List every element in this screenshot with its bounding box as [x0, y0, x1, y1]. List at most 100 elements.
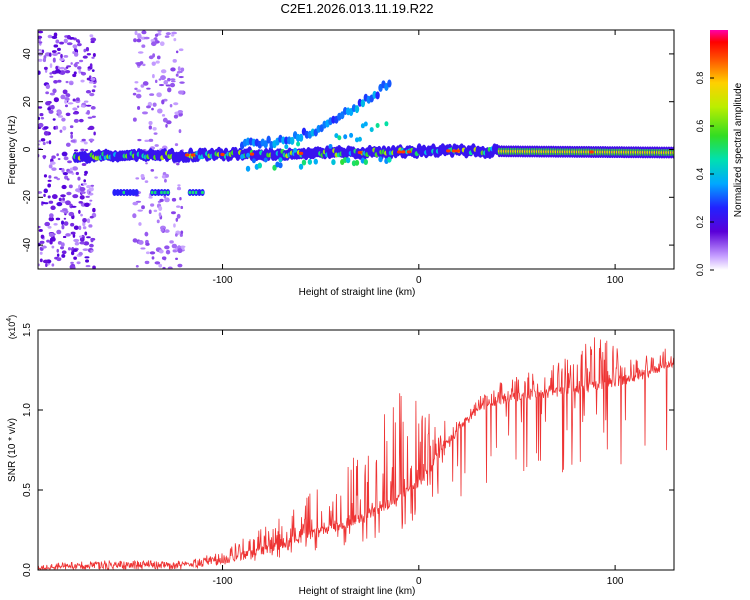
branch-scatter	[369, 127, 374, 133]
noise-speckle	[86, 77, 92, 81]
noise-speckle	[53, 97, 59, 103]
noise-speckle	[169, 104, 173, 108]
noise-speckle	[152, 102, 157, 107]
upper-branch	[387, 79, 392, 88]
noise-speckle	[64, 104, 68, 108]
lower-diverging-branch	[331, 159, 336, 166]
noise-speckle	[38, 140, 42, 143]
noise-speckle	[180, 205, 184, 210]
noise-speckle	[43, 193, 46, 198]
snr-x-label: Height of straight line (km)	[299, 586, 416, 597]
noise-speckle	[65, 112, 71, 117]
y-tick-label: 0.5	[22, 483, 33, 497]
lower-diverging-branch	[278, 162, 283, 169]
noise-speckle	[49, 72, 53, 75]
noise-speckle	[77, 66, 82, 70]
noise-speckle	[72, 44, 78, 49]
noise-speckle	[167, 87, 172, 93]
noise-speckle	[86, 189, 90, 195]
noise-speckle	[134, 81, 139, 84]
noise-speckle	[144, 180, 149, 184]
x-tick-label: -100	[213, 576, 233, 587]
noise-speckle	[178, 129, 182, 134]
noise-speckle	[78, 118, 84, 123]
noise-speckle	[59, 70, 66, 76]
noise-speckle	[177, 90, 184, 95]
noise-speckle	[70, 231, 76, 235]
noise-speckle	[57, 115, 63, 118]
noise-speckle	[62, 208, 68, 211]
noise-speckle	[175, 73, 179, 77]
noise-speckle	[140, 173, 145, 179]
noise-speckle	[60, 242, 65, 247]
branch-scatter	[357, 136, 362, 142]
noise-speckle	[153, 132, 158, 135]
noise-speckle	[84, 202, 90, 208]
noise-speckle	[61, 117, 66, 122]
lower-diverging-branch	[387, 156, 392, 163]
noise-speckle	[48, 200, 54, 204]
upper-branch	[266, 135, 271, 144]
noise-speckle	[49, 161, 56, 165]
noise-speckle	[76, 105, 80, 108]
noise-speckle	[56, 177, 61, 181]
spectrogram-panel: -100 0 100 -40 -20 0 20 40 Height of straight l…	[7, 29, 675, 298]
noise-speckle	[76, 43, 82, 47]
lower-diverging-branch	[313, 158, 318, 165]
svg-text:(x104): (x104)	[6, 315, 17, 339]
noise-speckle	[176, 162, 180, 166]
noise-speckle	[145, 242, 150, 246]
noise-speckle	[93, 131, 96, 136]
noise-speckle	[142, 63, 146, 67]
noise-speckle	[170, 67, 176, 72]
noise-speckle	[52, 118, 56, 121]
noise-speckle	[38, 30, 44, 34]
noise-speckle	[150, 169, 155, 172]
noise-speckle	[165, 84, 171, 87]
noise-speckle	[90, 249, 94, 253]
figure-title: C2E1.2026.013.11.19.R22	[281, 1, 434, 16]
noise-speckle	[63, 156, 69, 161]
noise-speckle	[75, 171, 79, 176]
noise-speckle	[50, 104, 55, 110]
noise-speckle	[169, 240, 174, 244]
noise-speckle	[175, 50, 179, 54]
noise-speckle	[73, 51, 79, 57]
noise-speckle	[154, 144, 159, 147]
noise-speckle	[88, 125, 95, 130]
noise-speckle	[165, 249, 171, 255]
noise-speckle	[77, 40, 81, 44]
noise-speckle	[40, 138, 46, 142]
noise-speckle	[49, 92, 56, 96]
noise-speckle	[93, 85, 97, 88]
noise-speckle	[154, 176, 158, 179]
noise-speckle	[80, 190, 85, 194]
noise-speckle	[70, 139, 76, 143]
branch-scatter	[354, 137, 359, 143]
noise-speckle	[62, 197, 65, 202]
noise-speckle	[78, 209, 81, 214]
colorbar-label: Normalized spectral amplitude	[733, 82, 744, 217]
noise-speckle	[70, 251, 75, 256]
noise-speckle	[56, 248, 59, 253]
noise-speckle	[57, 79, 62, 83]
noise-speckle	[161, 114, 166, 117]
x-tick-label: 100	[607, 576, 624, 587]
snr-multiplier: (x104)	[6, 315, 17, 339]
noise-speckle	[72, 112, 78, 115]
noise-speckle	[70, 131, 73, 135]
noise-speckle	[72, 166, 79, 171]
branch-scatter	[246, 152, 251, 158]
noise-speckle	[67, 160, 72, 164]
noise-speckle	[87, 116, 93, 119]
noise-speckle	[151, 41, 157, 47]
noise-speckle	[138, 222, 142, 226]
noise-speckle	[40, 234, 45, 239]
noise-speckle	[40, 116, 45, 120]
noise-speckle	[47, 34, 53, 39]
noise-speckle	[83, 179, 87, 183]
noise-speckle	[70, 62, 73, 65]
noise-speckle	[134, 87, 138, 91]
noise-speckle	[84, 149, 89, 152]
upper-branch	[340, 111, 345, 120]
